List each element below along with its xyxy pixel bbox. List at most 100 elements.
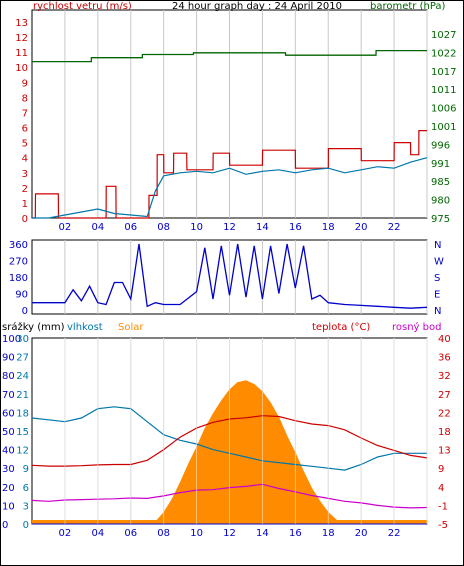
direction-degree-label: 270 xyxy=(9,257,28,268)
direction-degree-label: 360 xyxy=(9,240,28,251)
direction-degree-label: 90 xyxy=(15,290,28,301)
x-tick-label: 08 xyxy=(157,222,170,233)
pressure-tick-label: 1027 xyxy=(431,30,456,41)
wind-pressure-panel: rychlost vetru (m/s) 24 hour graph day :… xyxy=(15,1,456,233)
humidity-tick-label: 21 xyxy=(16,390,29,401)
humidity-tick-label: 15 xyxy=(16,427,29,438)
rain-tick-label: 60 xyxy=(2,408,15,419)
wind-speed-tick-label: 9 xyxy=(22,78,28,89)
pressure-tick-label: 1006 xyxy=(431,104,456,115)
x-tick-label: 14 xyxy=(256,528,269,539)
direction-compass-label: N xyxy=(434,240,441,251)
wind-speed-tick-label: 1 xyxy=(22,199,28,210)
rain-tick-label: 40 xyxy=(2,446,15,457)
humidity-tick-label: 30 xyxy=(16,334,29,345)
climate-series xyxy=(31,338,428,525)
wind-speed-axis-title: rychlost vetru (m/s) xyxy=(33,1,132,12)
wind-direction-line xyxy=(32,243,428,309)
bottom-x-ticks: 02 04 06 08 10 12 14 16 18 20 22 xyxy=(59,528,401,539)
temperature-axis-title: teplota (°C) xyxy=(312,322,370,333)
rain-tick-label: 50 xyxy=(2,427,15,438)
top-grid xyxy=(64,10,428,218)
humidity-axis-title: vlhkost xyxy=(67,322,103,333)
x-tick-label: 18 xyxy=(322,528,335,539)
rain-tick-label: 100 xyxy=(2,334,21,345)
temperature-tick-label: 40 xyxy=(438,334,451,345)
direction-compass-label: S xyxy=(434,273,440,284)
direction-compass-label: N xyxy=(434,306,441,317)
pressure-tick-label: 1022 xyxy=(431,48,456,59)
temperature-tick-label: 22 xyxy=(438,408,451,419)
x-tick-label: 10 xyxy=(190,222,203,233)
wind-speed-tick-label: 10 xyxy=(15,63,28,74)
pressure-ticks: 1027 1022 1017 1011 1006 1001 996 991 985 980 975 xyxy=(431,30,456,225)
pressure-tick-label: 1017 xyxy=(431,67,456,78)
x-tick-label: 06 xyxy=(124,528,137,539)
rain-tick-label: 10 xyxy=(2,501,15,512)
climate-panel: srážky (mm) vlhkost Solar teplota (°C) r… xyxy=(2,321,451,539)
wind-speed-tick-label: 0 xyxy=(22,214,28,225)
humidity-tick-label: 9 xyxy=(23,464,29,475)
pressure-tick-label: 1001 xyxy=(431,122,456,133)
rain-tick-label: 90 xyxy=(2,353,15,364)
humidity-tick-label: 18 xyxy=(16,408,29,419)
x-tick-label: 22 xyxy=(388,222,401,233)
x-tick-label: 06 xyxy=(124,222,137,233)
humidity-tick-label: 12 xyxy=(16,446,29,457)
x-tick-label: 20 xyxy=(355,222,368,233)
x-tick-label: 12 xyxy=(223,528,236,539)
temperature-ticks: 40 36 32 27 22 18 13 9 4 -1 -5 xyxy=(438,334,451,531)
rain-axis-title: srážky (mm) xyxy=(2,321,65,333)
x-tick-label: 08 xyxy=(157,528,170,539)
x-tick-label: 04 xyxy=(91,528,104,539)
temperature-tick-label: 27 xyxy=(438,390,451,401)
humidity-tick-label: 0 xyxy=(23,520,29,531)
wind-speed-tick-label: 4 xyxy=(22,154,28,165)
wind-speed-tick-label: 6 xyxy=(22,124,28,135)
rain-tick-label: 80 xyxy=(2,371,15,382)
temperature-tick-label: -1 xyxy=(438,501,448,512)
x-tick-label: 22 xyxy=(388,528,401,539)
pressure-tick-label: 1011 xyxy=(431,85,456,96)
x-tick-label: 14 xyxy=(256,222,269,233)
x-tick-label: 12 xyxy=(223,222,236,233)
pressure-tick-label: 996 xyxy=(431,140,450,151)
temperature-tick-label: -5 xyxy=(438,520,448,531)
x-tick-label: 02 xyxy=(59,222,72,233)
solar-axis-title: Solar xyxy=(118,322,144,333)
temperature-tick-label: 32 xyxy=(438,371,451,382)
dew-point-axis-title: rosný bod xyxy=(392,321,441,333)
temperature-tick-label: 18 xyxy=(438,427,451,438)
humidity-tick-label: 24 xyxy=(16,371,29,382)
x-tick-label: 10 xyxy=(190,528,203,539)
direction-degree-label: 0 xyxy=(22,306,28,317)
direction-degree-ticks: 360 270 180 90 0 xyxy=(9,240,28,317)
wind-direction-series xyxy=(32,243,428,309)
wind-speed-tick-label: 8 xyxy=(22,93,28,104)
direction-degree-label: 180 xyxy=(9,273,28,284)
x-tick-label: 02 xyxy=(59,528,72,539)
rain-tick-label: 70 xyxy=(2,390,15,401)
temperature-tick-label: 4 xyxy=(438,483,444,494)
rain-tick-label: 0 xyxy=(2,520,8,531)
wind-speed-tick-label: 2 xyxy=(22,184,28,195)
x-tick-label: 16 xyxy=(289,528,302,539)
direction-compass-label: W xyxy=(434,257,444,268)
wind-speed-tick-label: 7 xyxy=(22,108,28,119)
speed-line xyxy=(32,157,428,219)
wind-speed-tick-label: 11 xyxy=(15,48,28,59)
wind-speed-tick-label: 3 xyxy=(22,169,28,180)
wind-pressure-series xyxy=(32,49,428,219)
temperature-tick-label: 36 xyxy=(438,353,451,364)
x-tick-label: 04 xyxy=(91,222,104,233)
humidity-tick-label: 6 xyxy=(23,483,29,494)
humidity-tick-label: 3 xyxy=(23,501,29,512)
pressure-tick-label: 975 xyxy=(431,214,450,225)
pressure-axis-title: barometr (hPa) xyxy=(370,1,446,12)
pressure-line xyxy=(32,49,427,63)
